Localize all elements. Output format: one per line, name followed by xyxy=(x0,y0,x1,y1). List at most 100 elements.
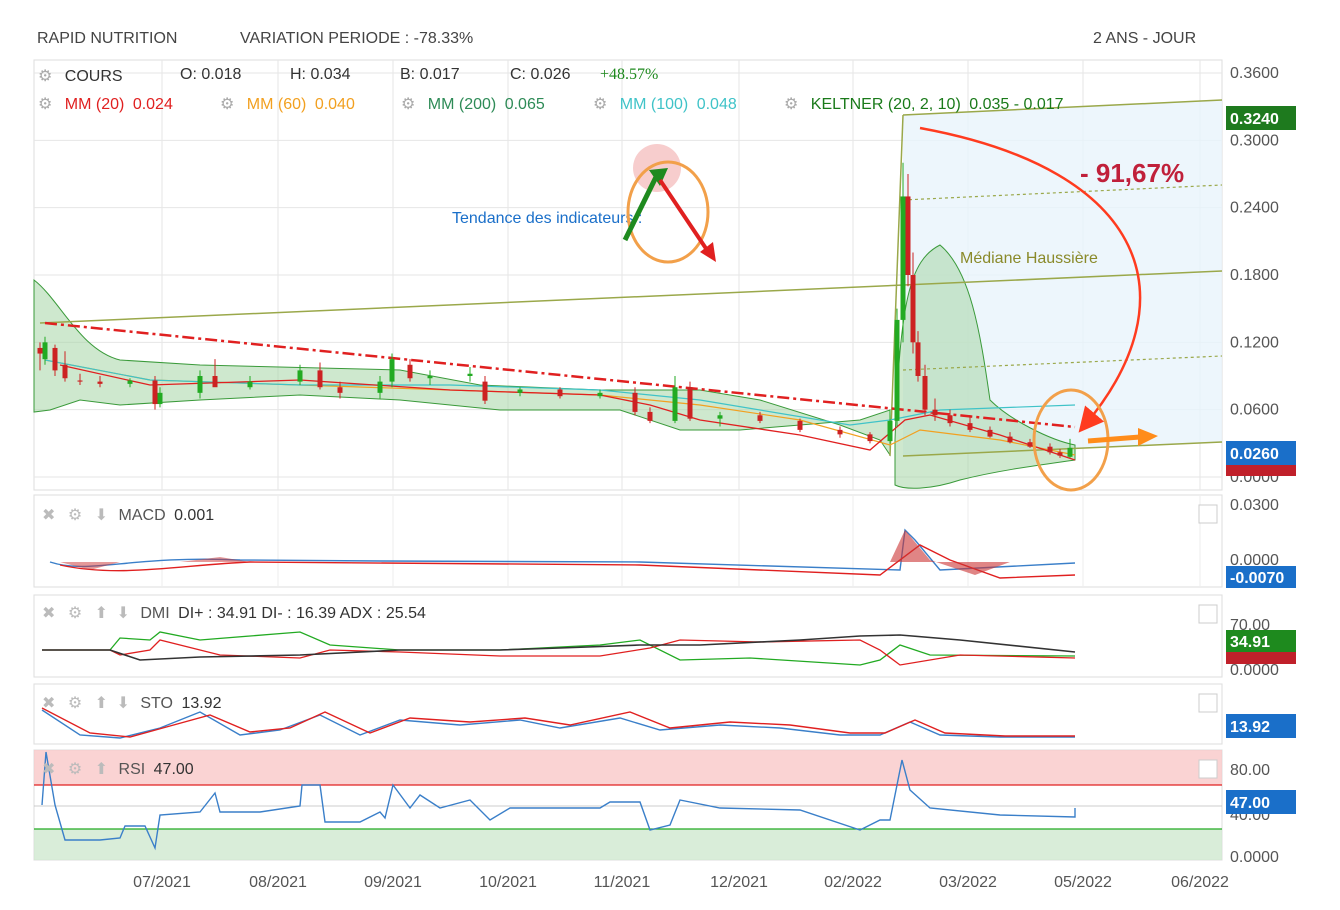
candle-body xyxy=(1057,452,1063,456)
candle-body xyxy=(797,420,803,430)
rsi-oversold-zone xyxy=(34,829,1222,860)
legend-change: +48.57% xyxy=(600,66,659,83)
arrow-up-icon[interactable]: ⬆ xyxy=(94,695,109,712)
candle-body xyxy=(867,434,873,442)
mm200-label: MM (200) xyxy=(427,96,497,113)
candle-body xyxy=(757,415,763,421)
sto-badge xyxy=(1226,714,1296,738)
trend-annotation: Tendance des indicateurs : xyxy=(452,210,642,227)
x-tick-label: 03/2022 xyxy=(939,874,997,891)
down-arrowhead xyxy=(700,242,716,262)
mm100-label: MM (100) xyxy=(619,96,689,113)
candle-body xyxy=(42,342,48,360)
candle-body xyxy=(389,359,395,382)
sto-frame xyxy=(33,683,1223,745)
gear-icon[interactable]: ⚙ xyxy=(38,96,53,113)
gear-icon[interactable]: ⚙ xyxy=(401,96,416,113)
sto-label: STO xyxy=(140,695,173,712)
dmi-minus-badge xyxy=(1226,652,1296,664)
candle-body xyxy=(482,381,488,401)
dmi-frame xyxy=(33,594,1223,678)
candle-body xyxy=(910,275,916,343)
keltner-spike-band xyxy=(894,244,1076,489)
y-tick-label: 0.3600 xyxy=(1230,65,1279,82)
mm100-value: 0.048 xyxy=(696,96,737,113)
sto-checkbox[interactable] xyxy=(1198,693,1218,713)
right-arrowhead xyxy=(1138,428,1158,446)
gear-icon[interactable]: ⚙ xyxy=(67,695,83,712)
candle-body xyxy=(152,380,158,405)
drop-annotation: - 91,67% xyxy=(1080,158,1184,188)
candle-body xyxy=(597,392,603,397)
x-tick-label: 05/2022 xyxy=(1054,874,1112,891)
close-icon[interactable]: ✖ xyxy=(42,761,56,778)
period-variation: VARIATION PERIODE : -78.33% xyxy=(240,30,474,47)
right-arrow-orange xyxy=(1087,434,1141,444)
macd-badge xyxy=(1226,566,1296,588)
mm60-value: 0.040 xyxy=(314,96,355,113)
arrow-down-icon[interactable]: ⬇ xyxy=(94,507,109,524)
y-tick-label: 0.1200 xyxy=(1230,334,1279,351)
up-arrow-green xyxy=(622,173,660,242)
arrow-down-icon[interactable]: ⬇ xyxy=(116,605,130,622)
last-badge-text: 0.0260 xyxy=(1230,446,1279,463)
candle-body xyxy=(922,376,928,410)
candle-body xyxy=(212,376,218,388)
close-icon[interactable]: ✖ xyxy=(42,507,56,524)
median-line xyxy=(39,270,1223,324)
gear-icon[interactable]: ⚙ xyxy=(67,761,83,778)
gear-icon[interactable]: ⚙ xyxy=(593,96,608,113)
drop-arrow xyxy=(919,126,1142,433)
candle-body xyxy=(427,376,433,379)
y-tick-label: 0.2400 xyxy=(1230,200,1279,217)
legend-high: H: 0.034 xyxy=(290,66,351,83)
main-price-panel: Tendance des indicateurs : - 91,67% Médi… xyxy=(33,59,1296,492)
gear-icon[interactable]: ⚙ xyxy=(67,605,83,622)
legend-low: B: 0.017 xyxy=(400,66,460,83)
channel-bottom xyxy=(902,441,1223,457)
arrow-down-icon[interactable]: ⬇ xyxy=(116,695,130,712)
gear-icon[interactable]: ⚙ xyxy=(67,507,83,524)
legend-row-2: ⚙ MM (20) 0.024 ⚙ MM (60) 0.040 ⚙ MM (20… xyxy=(38,94,1064,114)
up-arrowhead xyxy=(649,168,668,186)
x-tick-label: 10/2021 xyxy=(479,874,537,891)
dmi-label: DMI xyxy=(140,605,170,622)
legend-row-1: ⚙ COURS O: 0.018 H: 0.034 B: 0.017 C: 0.… xyxy=(38,66,658,86)
candle-body xyxy=(837,429,843,435)
rsi-overbought-zone xyxy=(34,750,1222,785)
close-icon[interactable]: ✖ xyxy=(42,605,56,622)
candle-body xyxy=(717,415,723,419)
dmi-ytick-zero: 0.0000 xyxy=(1230,662,1279,679)
gear-icon[interactable]: ⚙ xyxy=(220,96,235,113)
sto-badge-text: 13.92 xyxy=(1230,719,1270,736)
sto-header: ✖ ⚙ ⬆ ⬇ STO 13.92 xyxy=(42,693,221,713)
candle-body xyxy=(905,196,911,275)
candle-body xyxy=(297,370,303,382)
gear-icon[interactable]: ⚙ xyxy=(38,68,53,85)
macd-line xyxy=(49,528,1076,571)
candle-body xyxy=(407,364,413,379)
rsi-checkbox[interactable] xyxy=(1198,759,1218,779)
x-tick-label: 11/2021 xyxy=(594,874,651,891)
y-tick-label: 0.3000 xyxy=(1230,132,1279,149)
dmi-checkbox[interactable] xyxy=(1198,604,1218,624)
candle-body xyxy=(647,411,653,421)
x-tick-label: 09/2021 xyxy=(364,874,422,891)
macd-signal-line xyxy=(59,544,1076,579)
macd-checkbox[interactable] xyxy=(1198,504,1218,524)
x-tick-label: 02/2022 xyxy=(824,874,882,891)
last-badge xyxy=(1226,441,1296,465)
arrow-up-icon[interactable]: ⬆ xyxy=(94,605,109,622)
gear-icon[interactable]: ⚙ xyxy=(784,96,799,113)
period-selector[interactable]: 2 ANS - JOUR xyxy=(1093,30,1197,47)
candle-body xyxy=(37,347,43,354)
sto-panel: 13.92 xyxy=(33,683,1296,745)
di-minus-line xyxy=(42,639,1076,666)
legend-close: C: 0.026 xyxy=(510,66,571,83)
rsi-line xyxy=(41,751,1076,851)
low-badge xyxy=(1226,462,1296,476)
macd-histogram xyxy=(890,530,1010,575)
arrow-up-icon[interactable]: ⬆ xyxy=(94,761,109,778)
close-icon[interactable]: ✖ xyxy=(42,695,56,712)
